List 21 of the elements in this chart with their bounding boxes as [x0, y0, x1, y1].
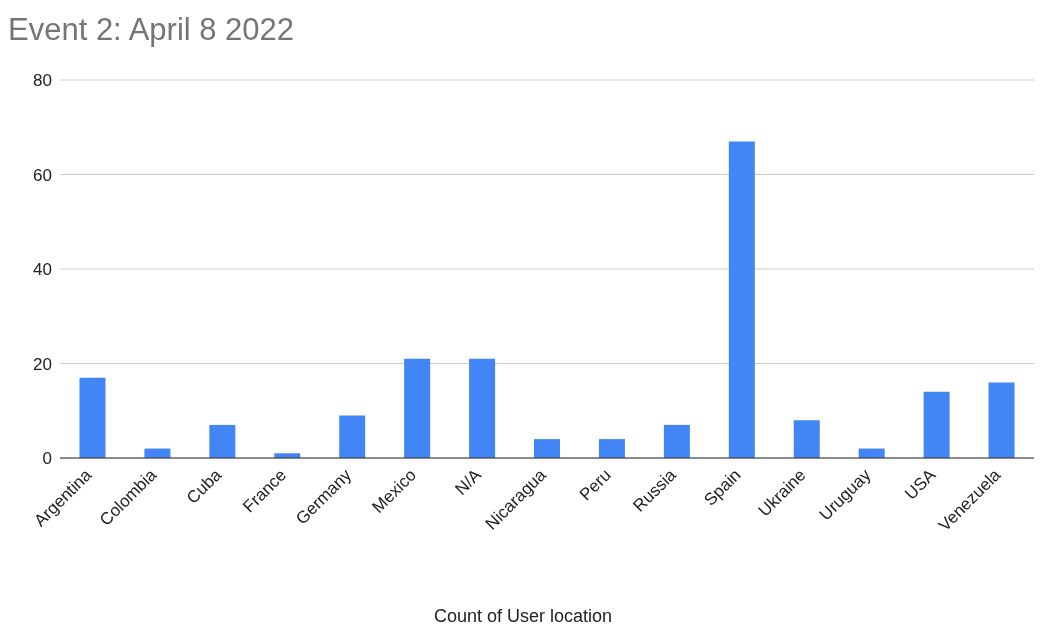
bar	[793, 420, 820, 458]
bar	[339, 415, 366, 458]
x-axis-title: Count of User location	[432, 606, 614, 625]
y-tick-label: 60	[33, 165, 52, 185]
bar	[598, 439, 625, 458]
y-tick-label: 40	[33, 260, 52, 280]
bar	[469, 358, 496, 458]
bar	[988, 382, 1015, 458]
bar	[534, 439, 561, 458]
y-tick-label: 80	[33, 71, 52, 91]
bar	[728, 141, 755, 458]
bar	[209, 424, 236, 458]
bar	[923, 391, 950, 458]
x-tick-label: USA	[901, 464, 940, 504]
bar	[79, 377, 106, 458]
x-tick-label: N/A	[451, 464, 486, 499]
y-tick-label: 20	[33, 354, 52, 374]
bar	[404, 358, 431, 458]
y-tick-label: 0	[42, 449, 52, 469]
chart-title: Event 2: April 8 2022	[8, 12, 295, 48]
bar	[663, 424, 690, 458]
